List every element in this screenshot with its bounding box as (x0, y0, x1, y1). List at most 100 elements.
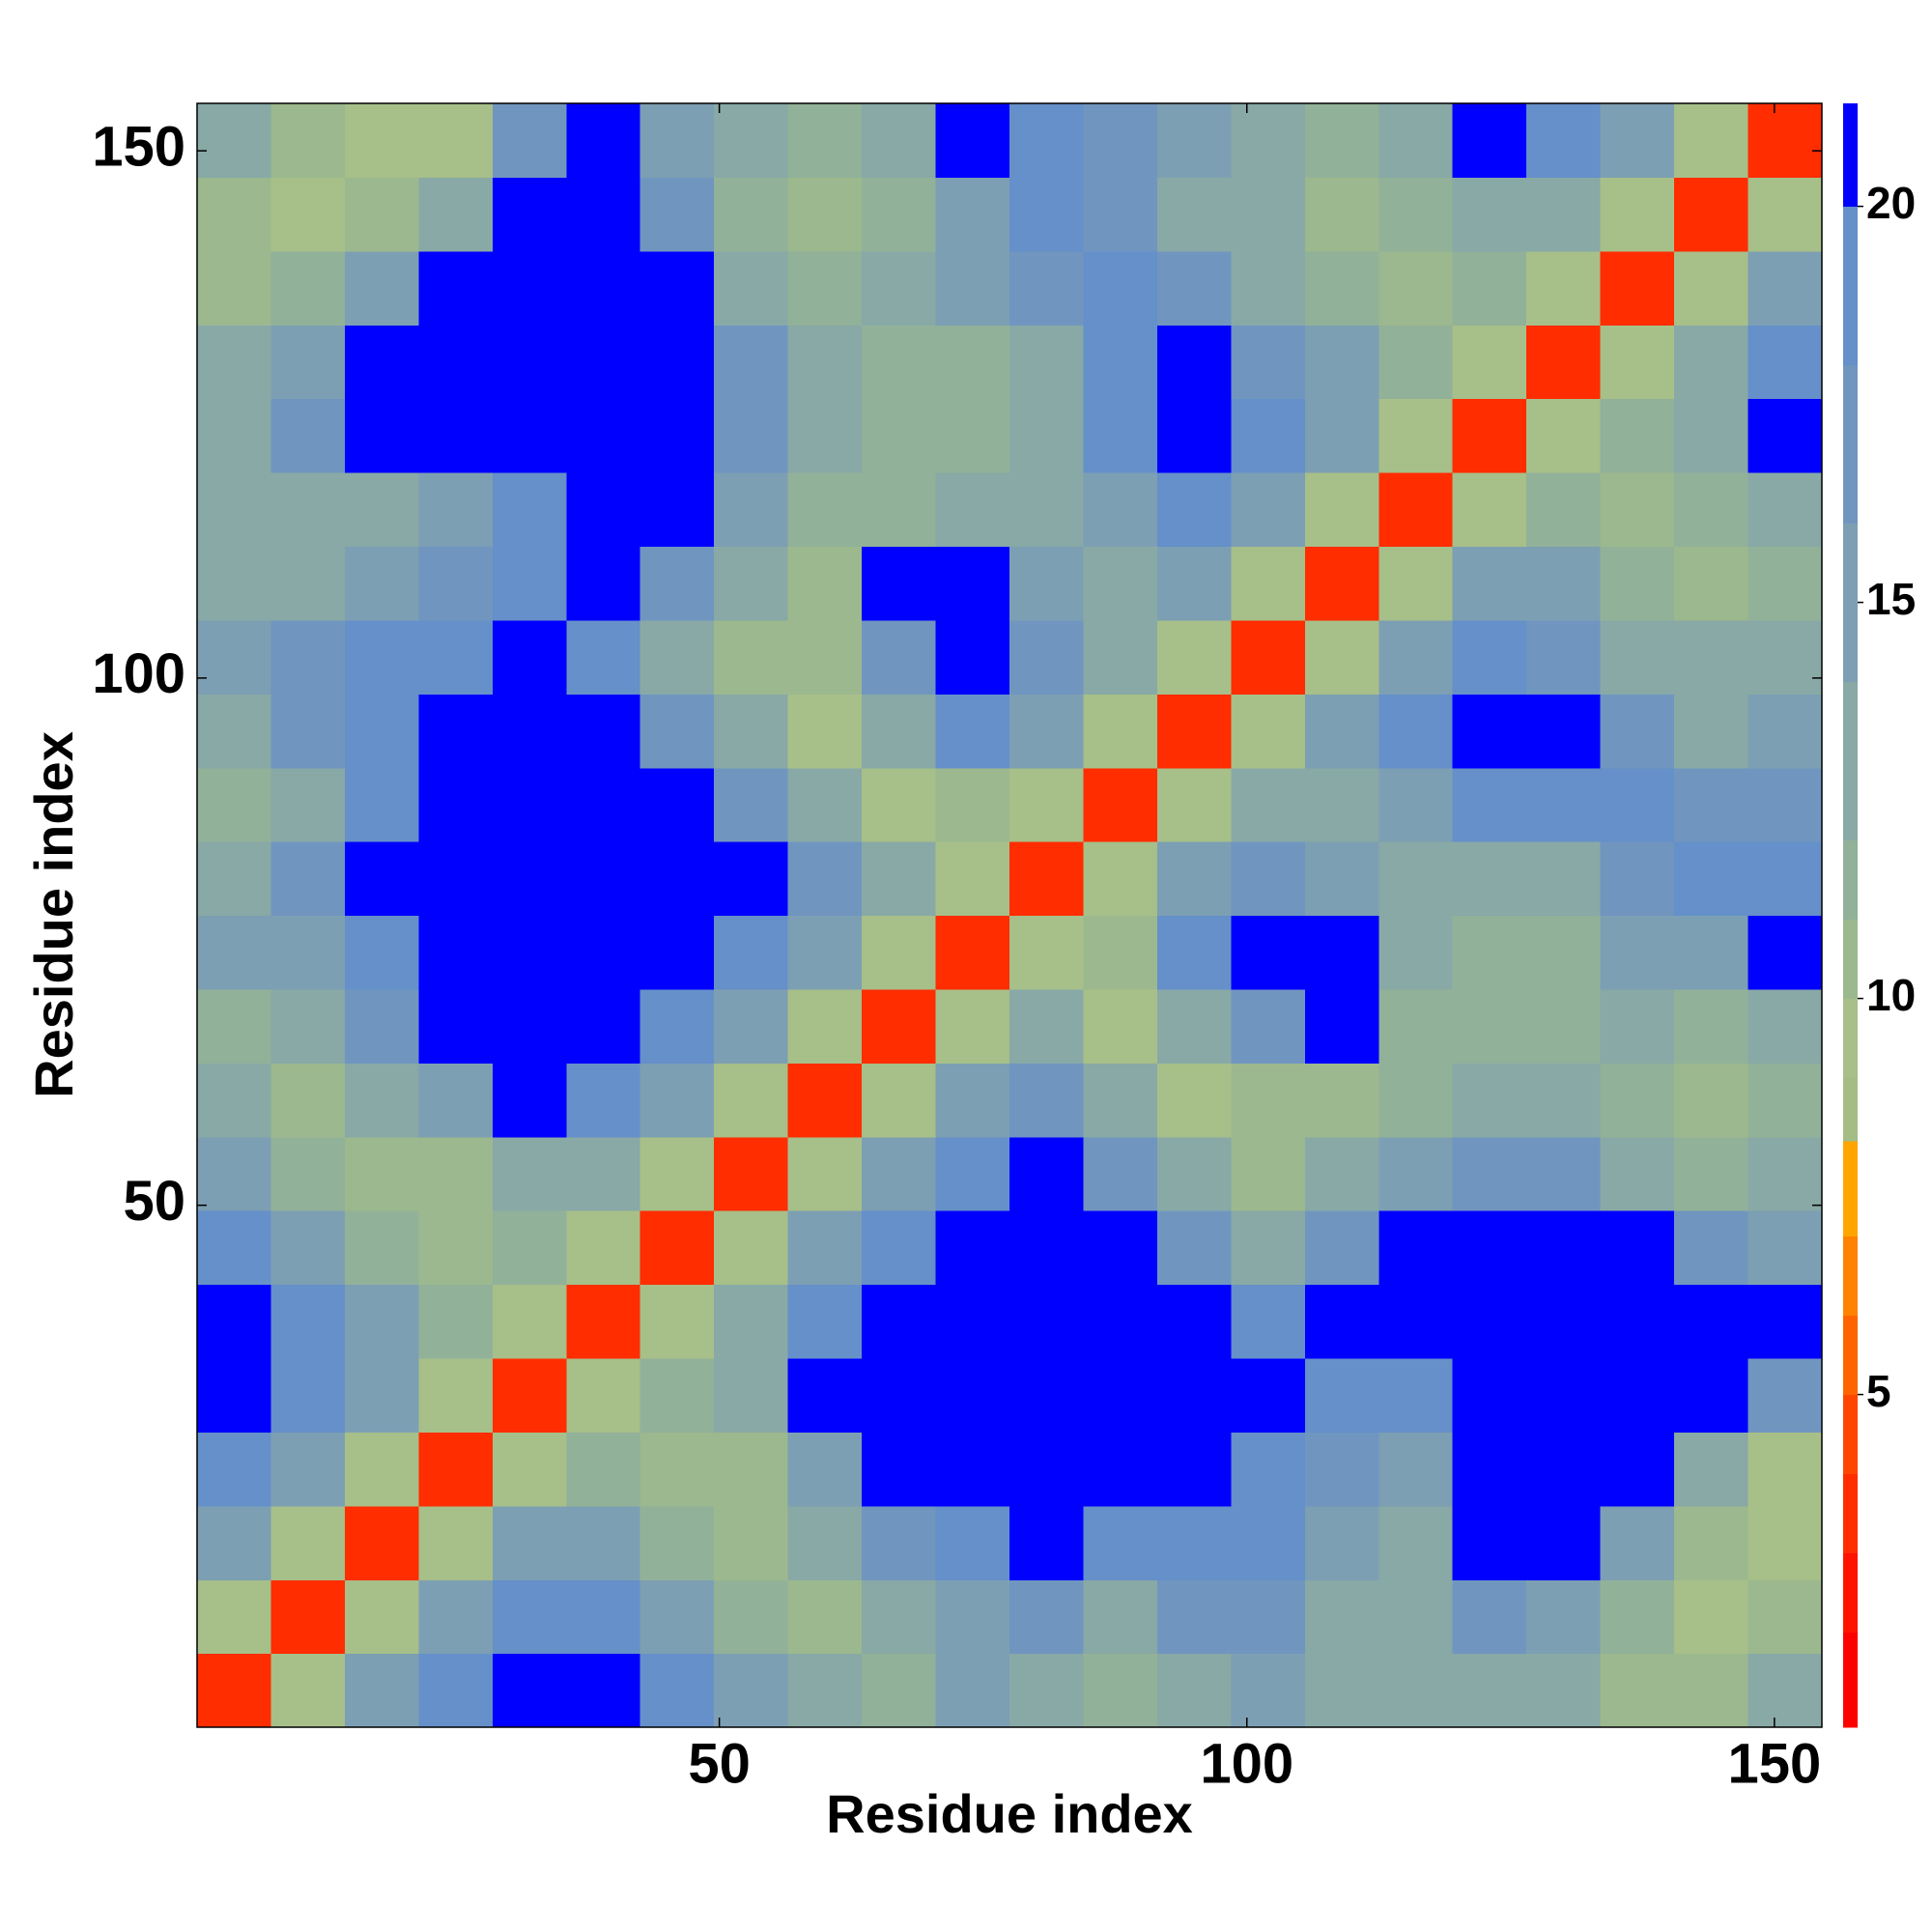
cell (344, 915, 419, 990)
cell (492, 1432, 567, 1507)
x-tick-label: 100 (1200, 1732, 1293, 1795)
cell (1600, 988, 1675, 1064)
cell (418, 1357, 494, 1433)
cell (1083, 398, 1158, 473)
colorbar-tick-label: 10 (1866, 970, 1916, 1020)
cell (862, 988, 937, 1064)
cell (418, 915, 494, 990)
cell (1304, 1653, 1379, 1728)
cell (566, 1505, 641, 1580)
cell (1674, 694, 1749, 769)
cell (1600, 398, 1675, 473)
cell (639, 1284, 715, 1359)
cell (1304, 1063, 1379, 1138)
cell (270, 398, 346, 473)
cell (1747, 1210, 1823, 1286)
cell (1747, 1136, 1823, 1211)
cell (787, 398, 863, 473)
cell (714, 694, 789, 769)
cell (492, 767, 567, 842)
colorbar-band (1843, 206, 1858, 366)
cell (566, 841, 641, 917)
cell (787, 1505, 863, 1580)
cell (1747, 694, 1823, 769)
colorbar-band (1843, 1394, 1858, 1475)
cell (1452, 915, 1527, 990)
cell (492, 472, 567, 548)
cell (270, 841, 346, 917)
cell (1674, 1063, 1749, 1138)
colorbar-tick-label: 15 (1866, 574, 1916, 624)
cell (492, 1357, 567, 1433)
cell (1009, 177, 1085, 252)
cell (1156, 103, 1232, 179)
cell (639, 472, 715, 548)
cell (1009, 619, 1085, 695)
cell (935, 619, 1010, 695)
cell (639, 1579, 715, 1655)
cell (1083, 915, 1158, 990)
cell (639, 767, 715, 842)
cell (1600, 619, 1675, 695)
cell (935, 177, 1010, 252)
cell (1747, 1505, 1823, 1580)
cell (1674, 103, 1749, 179)
cell (344, 250, 419, 326)
cell (1083, 103, 1158, 179)
cell (197, 325, 272, 400)
cell (1231, 1063, 1306, 1138)
cell (935, 1063, 1010, 1138)
cell (714, 250, 789, 326)
cell (1526, 177, 1602, 252)
cell (714, 619, 789, 695)
cell (197, 1210, 272, 1286)
cell (344, 1136, 419, 1211)
cell (862, 619, 937, 695)
cell (1231, 472, 1306, 548)
cell (1526, 1653, 1602, 1728)
cell (862, 1136, 937, 1211)
cell (344, 1653, 419, 1728)
cell (492, 841, 567, 917)
cell (714, 1136, 789, 1211)
cell (1600, 694, 1675, 769)
colorbar-band (1843, 1141, 1858, 1237)
cell (1156, 325, 1232, 400)
cell (639, 103, 715, 179)
cell (418, 619, 494, 695)
cell (418, 1505, 494, 1580)
cell (787, 1653, 863, 1728)
cell (935, 103, 1010, 179)
cell (197, 915, 272, 990)
cell (935, 694, 1010, 769)
cell (1600, 841, 1675, 917)
cell (1378, 1063, 1454, 1138)
cell (1600, 1136, 1675, 1211)
cell (492, 1505, 567, 1580)
cell (1526, 1505, 1602, 1580)
cell (1083, 1505, 1158, 1580)
cell (1156, 1432, 1232, 1507)
y-tick-label: 100 (92, 642, 185, 705)
x-tick-label: 50 (688, 1732, 751, 1795)
cell (344, 325, 419, 400)
cell (1009, 841, 1085, 917)
cell (1674, 1653, 1749, 1728)
cell (862, 1210, 937, 1286)
cell (1452, 1432, 1527, 1507)
cell (566, 915, 641, 990)
cell (935, 1579, 1010, 1655)
cell (1231, 988, 1306, 1064)
cell (1674, 1357, 1749, 1433)
cell (1526, 250, 1602, 326)
cell (418, 546, 494, 621)
cell (1304, 767, 1379, 842)
colorbar-band (1843, 1632, 1858, 1728)
cell (935, 546, 1010, 621)
cell (566, 1579, 641, 1655)
cell (1083, 1284, 1158, 1359)
cell (1304, 325, 1379, 400)
colorbar-band (1843, 103, 1858, 208)
colorbar-band (1843, 1077, 1858, 1142)
